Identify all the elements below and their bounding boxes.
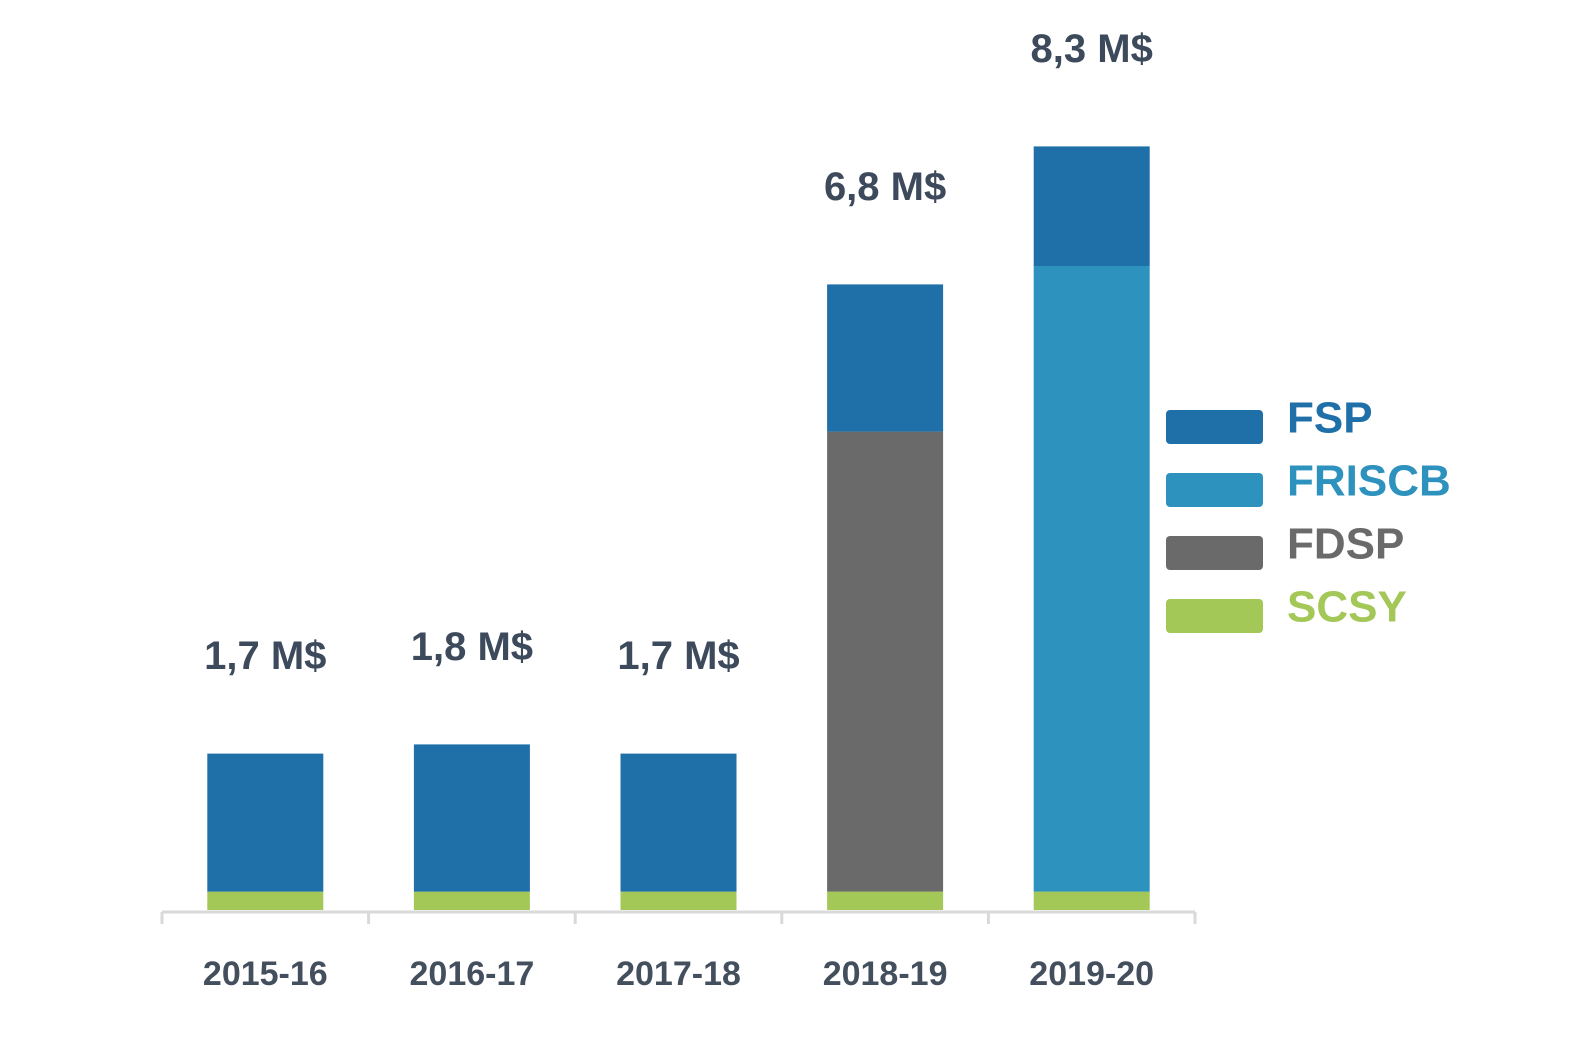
legend-swatch — [1166, 599, 1263, 633]
x-axis — [160, 910, 1197, 924]
total-label: 8,3 M$ — [1031, 27, 1153, 71]
legend-label: FDSP — [1287, 520, 1404, 569]
bar-segment — [207, 753, 324, 892]
total-label: 6,8 M$ — [824, 165, 946, 209]
bar-segment — [1033, 891, 1150, 910]
legend-label: FSP — [1287, 394, 1373, 443]
bar-segment — [620, 891, 737, 910]
x-tick-label: 2017-18 — [616, 955, 741, 993]
legend-swatch — [1166, 473, 1263, 507]
legend-label: FRISCB — [1287, 457, 1451, 506]
bar-segment — [1033, 146, 1150, 266]
x-tick-label: 2016-17 — [410, 955, 535, 993]
bar-segment — [827, 284, 944, 432]
bar-segment — [1033, 266, 1150, 892]
bar-segment — [827, 431, 944, 892]
x-tick-label: 2018-19 — [823, 955, 948, 993]
legend-swatch — [1166, 536, 1263, 570]
total-label: 1,7 M$ — [617, 634, 739, 678]
x-tick-label: 2015-16 — [203, 955, 328, 993]
legend-label: SCSY — [1287, 583, 1407, 632]
bar-segment — [207, 891, 324, 910]
legend-swatch — [1166, 410, 1263, 444]
total-label: 1,7 M$ — [204, 634, 326, 678]
bar-segment — [620, 753, 737, 892]
x-tick-label: 2019-20 — [1029, 955, 1154, 993]
total-label: 1,8 M$ — [411, 625, 533, 669]
bar-segment — [827, 891, 944, 910]
bar-segment — [413, 891, 530, 910]
bar-segment — [413, 744, 530, 892]
